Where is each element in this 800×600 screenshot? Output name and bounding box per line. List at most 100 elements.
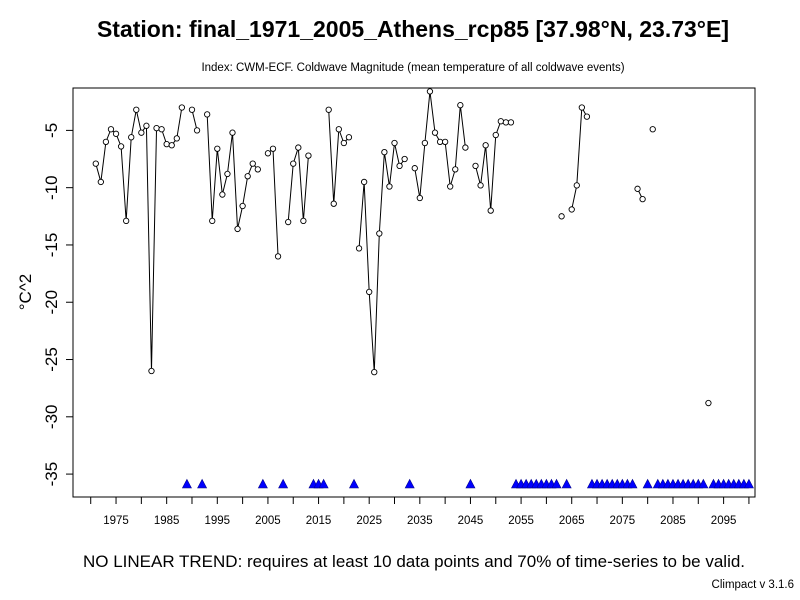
data-point xyxy=(193,127,201,134)
series-points xyxy=(92,88,712,407)
x-tick-label: 2085 xyxy=(660,515,686,527)
data-point xyxy=(487,207,494,214)
data-point xyxy=(502,119,510,126)
y-tick-label: -20 xyxy=(42,290,61,315)
y-tick-label: -35 xyxy=(42,462,61,487)
missing-value-marker xyxy=(743,478,754,489)
missing-value-marker xyxy=(181,478,192,489)
data-point xyxy=(234,225,241,233)
x-tick-label: 1995 xyxy=(205,515,231,527)
x-tick-label: 1975 xyxy=(103,515,129,527)
data-point xyxy=(649,126,656,133)
data-point xyxy=(634,185,641,192)
x-tick-label: 2005 xyxy=(255,515,281,527)
data-point xyxy=(345,134,353,141)
series-line-segment xyxy=(95,107,183,371)
series-lines xyxy=(95,91,644,373)
y-tick-label: -25 xyxy=(42,347,61,372)
data-point xyxy=(452,166,459,173)
y-tick-label: -5 xyxy=(42,123,61,138)
data-point xyxy=(264,150,272,157)
data-point xyxy=(421,139,429,147)
y-tick-label: -30 xyxy=(42,405,61,430)
data-point xyxy=(325,106,332,113)
data-point xyxy=(92,160,99,167)
missing-value-marker xyxy=(561,478,572,489)
missing-value-marker xyxy=(257,478,268,489)
x-tick-label: 2015 xyxy=(306,515,332,527)
data-point xyxy=(102,138,110,145)
data-point xyxy=(112,130,120,137)
data-point xyxy=(376,230,383,237)
x-tick-label: 2045 xyxy=(458,515,484,527)
data-point xyxy=(138,129,145,136)
version-footer: Climpact v 3.1.6 xyxy=(712,579,794,591)
x-axis: 1975 1985 1995 2005 2015 2025 2035 2045 2055 2065… xyxy=(90,497,750,527)
data-point xyxy=(573,182,580,189)
data-point xyxy=(472,162,479,170)
data-point xyxy=(416,194,423,202)
data-point xyxy=(386,183,393,190)
series-line-segment xyxy=(358,142,406,373)
data-point xyxy=(107,126,115,133)
y-axis-label: °C^2 xyxy=(16,274,35,311)
y-tick-label: -10 xyxy=(42,175,61,200)
data-point xyxy=(300,217,307,225)
data-point xyxy=(507,119,515,126)
data-point xyxy=(168,142,175,149)
data-point xyxy=(396,162,403,170)
data-point xyxy=(371,368,378,376)
data-point xyxy=(224,170,231,178)
data-point xyxy=(558,213,565,220)
data-point xyxy=(158,126,165,133)
data-point xyxy=(381,149,388,156)
data-point xyxy=(447,183,454,190)
missing-value-marker xyxy=(278,478,289,489)
x-tick-label: 2025 xyxy=(356,515,382,527)
data-point xyxy=(305,152,312,159)
data-point xyxy=(173,135,180,142)
data-point xyxy=(355,245,363,252)
data-point xyxy=(401,155,408,163)
data-point xyxy=(426,88,434,95)
data-point xyxy=(568,206,575,213)
data-point xyxy=(117,143,125,150)
data-point xyxy=(209,217,216,225)
missing-value-marker xyxy=(642,478,653,489)
data-point xyxy=(229,129,236,136)
data-point xyxy=(153,124,160,132)
data-point xyxy=(219,191,226,198)
data-point xyxy=(330,200,337,207)
data-point xyxy=(244,173,251,180)
data-point xyxy=(239,202,246,210)
data-point xyxy=(290,160,297,167)
data-point xyxy=(178,104,186,111)
data-point xyxy=(204,111,211,118)
data-point xyxy=(441,138,449,145)
data-point xyxy=(274,253,282,260)
missing-value-marker xyxy=(318,478,329,489)
data-point xyxy=(97,178,104,186)
data-point xyxy=(705,399,712,407)
trend-note: NO LINEAR TREND: requires at least 10 da… xyxy=(83,552,745,571)
data-point xyxy=(335,126,342,133)
x-tick-label: 2035 xyxy=(407,515,433,527)
data-point xyxy=(269,145,277,152)
data-point xyxy=(492,131,499,139)
data-point xyxy=(583,113,591,120)
data-point xyxy=(462,144,469,151)
missing-value-marker xyxy=(404,478,415,489)
data-point xyxy=(133,106,140,113)
x-tick-label: 1985 xyxy=(154,515,180,527)
data-point xyxy=(128,134,135,141)
chart-title: Station: final_1971_2005_Athens_rcp85 [3… xyxy=(97,16,729,42)
x-tick-label: 2065 xyxy=(559,515,585,527)
data-point xyxy=(123,217,130,225)
data-point xyxy=(143,122,150,129)
data-point xyxy=(578,104,585,111)
series-line-segment xyxy=(571,105,588,210)
data-point xyxy=(391,139,398,147)
x-tick-label: 2075 xyxy=(610,515,636,527)
data-point xyxy=(295,144,302,151)
